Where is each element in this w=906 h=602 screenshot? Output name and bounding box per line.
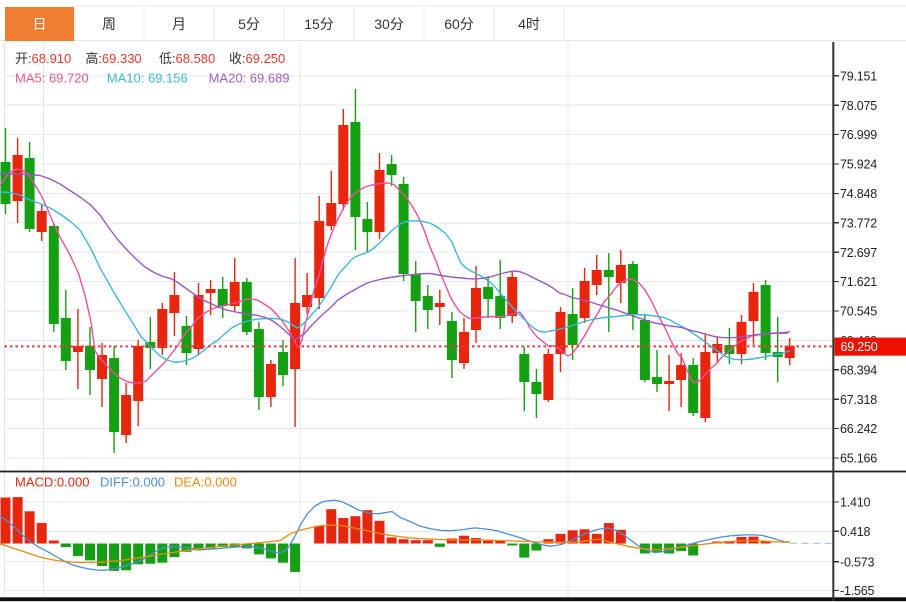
svg-text:15分: 15分 <box>304 16 334 32</box>
svg-text:低:: 低: <box>159 51 176 66</box>
svg-text:收:: 收: <box>229 51 246 66</box>
svg-text:79.151: 79.151 <box>840 69 877 83</box>
svg-text:5分: 5分 <box>238 16 260 32</box>
svg-text:75.924: 75.924 <box>840 158 877 172</box>
svg-text:MA5: 69.720: MA5: 69.720 <box>15 71 89 86</box>
svg-text:71.621: 71.621 <box>840 275 877 289</box>
svg-text:60分: 60分 <box>444 16 474 32</box>
svg-text:0.418: 0.418 <box>840 525 871 539</box>
svg-text:68.910: 68.910 <box>32 51 72 66</box>
svg-text:高:: 高: <box>85 51 102 66</box>
svg-text:68.580: 68.580 <box>176 51 216 66</box>
svg-text:69.250: 69.250 <box>246 51 286 66</box>
svg-text:70.545: 70.545 <box>840 305 877 319</box>
svg-text:76.999: 76.999 <box>840 128 877 142</box>
svg-text:1.410: 1.410 <box>840 496 871 510</box>
svg-text:-1.565: -1.565 <box>840 584 874 598</box>
svg-text:开:: 开: <box>15 51 32 66</box>
svg-text:73.772: 73.772 <box>840 216 877 230</box>
svg-text:周: 周 <box>102 16 116 32</box>
svg-text:30分: 30分 <box>374 16 404 32</box>
svg-text:MA10: 69.156: MA10: 69.156 <box>107 71 188 86</box>
svg-text:69.250: 69.250 <box>841 340 878 354</box>
svg-text:月: 月 <box>172 16 186 32</box>
svg-text:74.848: 74.848 <box>840 187 877 201</box>
svg-text:67.318: 67.318 <box>840 393 877 407</box>
svg-text:DIFF:0.000: DIFF:0.000 <box>100 475 165 490</box>
svg-text:72.697: 72.697 <box>840 246 877 260</box>
svg-text:78.075: 78.075 <box>840 99 877 113</box>
svg-text:66.242: 66.242 <box>840 422 877 436</box>
svg-text:MA20: 69.689: MA20: 69.689 <box>209 71 290 86</box>
svg-text:DEA:0.000: DEA:0.000 <box>174 475 237 490</box>
svg-text:65.166: 65.166 <box>840 452 877 466</box>
svg-text:-0.573: -0.573 <box>840 555 874 569</box>
svg-text:68.394: 68.394 <box>840 363 877 377</box>
svg-text:MACD:0.000: MACD:0.000 <box>15 475 89 490</box>
svg-text:日: 日 <box>33 16 47 32</box>
svg-text:4时: 4时 <box>518 16 540 32</box>
svg-text:69.330: 69.330 <box>102 51 142 66</box>
